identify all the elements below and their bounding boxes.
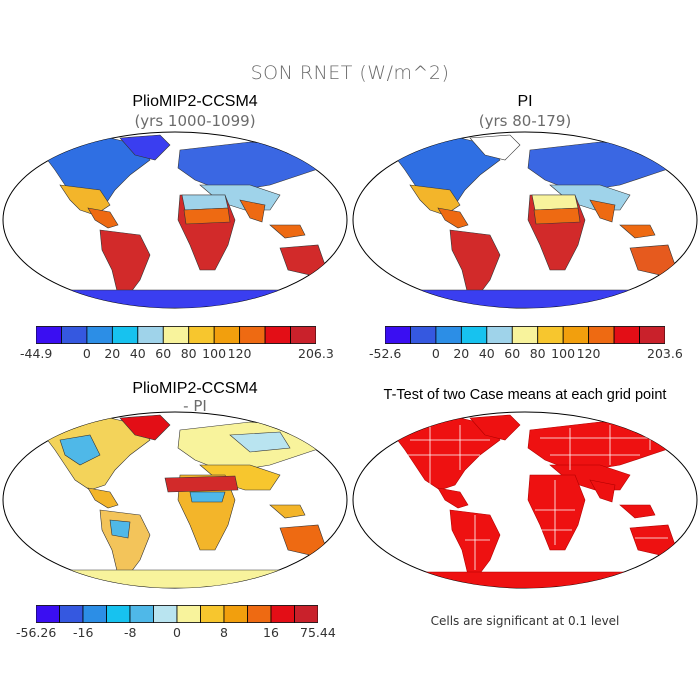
- colorbar-swatch: [537, 326, 564, 344]
- colorbar-labels-model: -44.9 0 20 40 60 80 100 120 206.3: [20, 346, 334, 362]
- colorbar-swatch: [264, 326, 291, 344]
- colorbar-tick: 0: [431, 346, 440, 361]
- colorbar-swatch: [290, 326, 316, 344]
- colorbar-swatch: [410, 326, 437, 344]
- colorbar-swatch: [36, 326, 62, 344]
- colorbar-swatch: [562, 326, 590, 344]
- colorbar-swatch: [511, 326, 539, 344]
- colorbar-labels-diff: -56.26 -16 -8 0 8 16 75.44: [16, 625, 336, 641]
- colorbar-swatch: [385, 326, 411, 344]
- colorbar-pi: [385, 326, 665, 344]
- significance-note: Cells are significant at 0.1 level: [430, 614, 620, 628]
- colorbar-swatch: [111, 326, 139, 344]
- colorbar-tick: 40: [129, 346, 146, 361]
- colorbar-tick: 100: [202, 346, 227, 361]
- panel-title-ttest: T-Test of two Case means at each grid po…: [383, 387, 667, 403]
- sahel: [183, 207, 231, 225]
- colorbar-tick: 60: [504, 346, 521, 361]
- colorbar-swatch: [188, 326, 215, 344]
- colorbar-tick: 80: [180, 346, 197, 361]
- colorbar-tick: 203.6: [647, 346, 683, 361]
- colorbar-swatch: [435, 326, 462, 344]
- panel-title-diff: PlioMIP2-CCSM4: [132, 380, 258, 397]
- panel-subtitle-model: (yrs 1000-1099): [134, 112, 256, 130]
- colorbar-tick: 75.44: [300, 625, 336, 640]
- map-diff: [2, 411, 348, 589]
- colorbar-swatch: [129, 605, 154, 623]
- colorbar-swatch: [36, 605, 60, 623]
- colorbar-swatch: [247, 605, 272, 623]
- colorbar-swatch: [588, 326, 615, 344]
- panel-subtitle-diff: - PI: [183, 397, 207, 415]
- colorbar-swatch: [294, 605, 318, 623]
- colorbar-swatch: [162, 326, 190, 344]
- map-model: [2, 131, 348, 309]
- central-america: [87, 207, 119, 229]
- map-ttest: [352, 411, 698, 589]
- colorbar-swatch: [200, 605, 225, 623]
- colorbar-swatch: [486, 326, 513, 344]
- colorbar-swatch: [270, 605, 295, 623]
- panel-title-pi: PI: [517, 93, 533, 110]
- colorbar-tick: 0: [173, 625, 181, 640]
- colorbar-tick: -52.6: [369, 346, 402, 361]
- colorbar-swatch: [213, 326, 241, 344]
- colorbar-labels-pi: -52.6 0 20 40 60 80 100 120 203.6: [369, 346, 683, 362]
- colorbar-tick: 16: [263, 625, 279, 640]
- colorbar-tick: 206.3: [298, 346, 334, 361]
- colorbar-swatch: [176, 605, 201, 623]
- colorbar-swatch: [106, 605, 131, 623]
- colorbar-tick: 100: [551, 346, 576, 361]
- map-pi: [352, 131, 698, 309]
- colorbar-tick: 120: [576, 346, 601, 361]
- antarctica: [59, 289, 301, 308]
- colorbar-swatch: [82, 605, 107, 623]
- colorbar-tick: -56.26: [16, 625, 57, 640]
- sahara: [181, 194, 229, 211]
- colorbar-swatch: [153, 605, 178, 623]
- colorbar-model: [36, 326, 316, 344]
- colorbar-tick: -16: [73, 625, 94, 640]
- colorbar-tick: -44.9: [20, 346, 53, 361]
- colorbar-tick: 120: [227, 346, 252, 361]
- colorbar-swatch: [460, 326, 488, 344]
- colorbar-tick: 40: [478, 346, 495, 361]
- south-asia: [239, 199, 266, 223]
- colorbar-tick: -8: [124, 625, 137, 640]
- maritime: [269, 224, 306, 239]
- colorbar-tick: 60: [155, 346, 172, 361]
- colorbar-swatch: [639, 326, 665, 344]
- colorbar-swatch: [613, 326, 640, 344]
- colorbar-swatch: [223, 605, 248, 623]
- figure-title: SON RNET (W/m^2): [250, 62, 450, 84]
- colorbar-swatch: [137, 326, 164, 344]
- colorbar-tick: 0: [82, 346, 91, 361]
- colorbar-swatch: [59, 605, 84, 623]
- greenland: [119, 134, 171, 161]
- colorbar-tick: 20: [453, 346, 470, 361]
- colorbar-swatch: [239, 326, 266, 344]
- panel-title-model: PlioMIP2-CCSM4: [132, 93, 258, 110]
- colorbar-tick: 8: [220, 625, 228, 640]
- colorbar-swatch: [86, 326, 113, 344]
- colorbar-tick: 80: [529, 346, 546, 361]
- colorbar-swatch: [61, 326, 88, 344]
- panel-subtitle-pi: (yrs 80-179): [478, 112, 572, 130]
- colorbar-tick: 20: [104, 346, 121, 361]
- colorbar-diff: [36, 605, 318, 623]
